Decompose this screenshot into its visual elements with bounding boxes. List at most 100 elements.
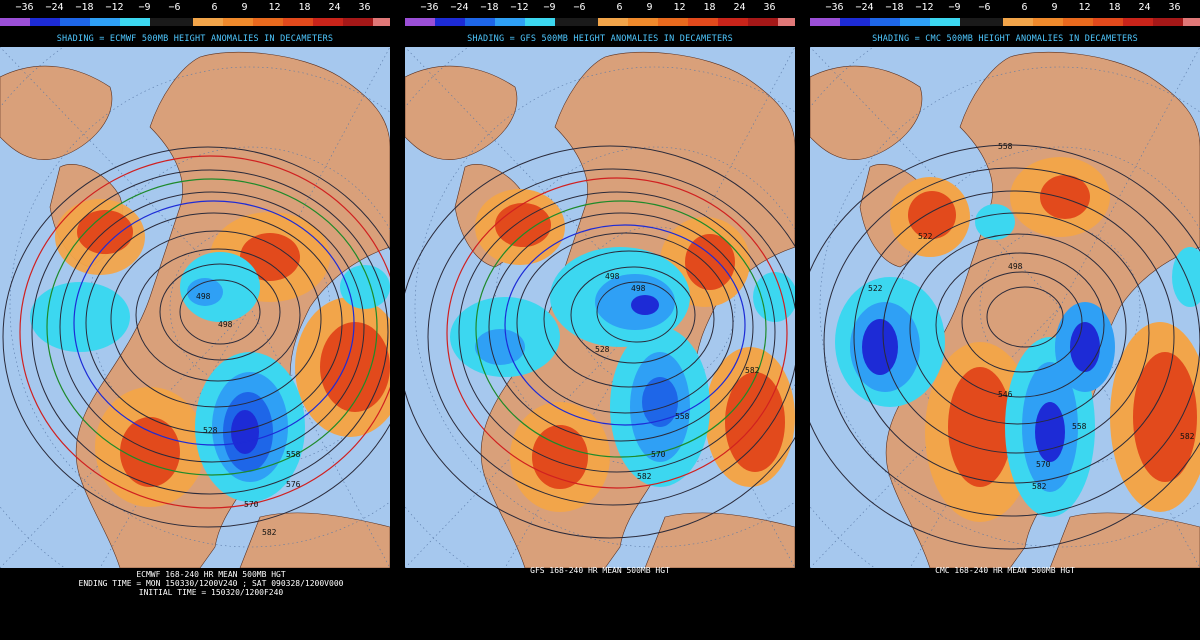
- contour-label: 528: [203, 426, 218, 435]
- contour-label: 582: [1032, 482, 1047, 491]
- legend-swatch: [960, 18, 1003, 26]
- legend-label: 24: [733, 2, 746, 13]
- legend-label: −36: [15, 2, 34, 13]
- legend-label: 12: [673, 2, 686, 13]
- legend-label: −9: [543, 2, 556, 13]
- map-ecmwf: 498 498 528 558 570 576 582: [0, 47, 390, 568]
- legend-swatch: [778, 18, 795, 26]
- legend-label: −18: [885, 2, 904, 13]
- legend-swatch: [1183, 18, 1200, 26]
- legend-label: 9: [646, 2, 653, 13]
- legend-label: 6: [1021, 2, 1028, 13]
- contour-label: 498: [1008, 262, 1023, 271]
- legend-label: 36: [358, 2, 371, 13]
- panel-ecmwf: −36 −24 −18 −12 −9 −6 6 9 12 18 24 36 SH…: [0, 0, 390, 640]
- legend-swatch: [1003, 18, 1036, 26]
- contour-label: 558: [998, 142, 1013, 151]
- map-cmc: 558 522 498 522 546 558 570 582 582: [810, 47, 1200, 568]
- legend-swatch: [343, 18, 376, 26]
- panel-cmc: −36 −24 −18 −12 −9 −6 6 9 12 18 24 36 SH…: [810, 0, 1200, 640]
- legend-swatch: [598, 18, 631, 26]
- legend-swatch: [1123, 18, 1156, 26]
- legend-label: −6: [573, 2, 586, 13]
- legend-label: −6: [978, 2, 991, 13]
- legend-label: 12: [268, 2, 281, 13]
- legend-swatch: [840, 18, 873, 26]
- legend-label: 36: [763, 2, 776, 13]
- map-gfs: 498 498 528 558 570 582 582: [405, 47, 795, 568]
- footer-line: GFS 168-240 HR MEAN 500MB HGT: [530, 566, 670, 575]
- anomaly-color-legend: −36 −24 −18 −12 −9 −6 6 9 12 18 24 36: [0, 0, 390, 28]
- legend-label: 18: [1108, 2, 1121, 13]
- map-footer: ECMWF 168-240 HR MEAN 500MB HGT ENDING T…: [36, 570, 386, 597]
- contour-label: 582: [637, 472, 652, 481]
- legend-label: −12: [510, 2, 529, 13]
- legend-label: 9: [1051, 2, 1058, 13]
- landmass: [0, 65, 113, 160]
- contour-label: 498: [631, 284, 646, 293]
- legend-swatch: [525, 18, 558, 26]
- footer-line: ECMWF 168-240 HR MEAN 500MB HGT: [136, 570, 286, 579]
- legend-swatch: [150, 18, 193, 26]
- footer-line: ENDING TIME = MON 150330/1200V240 ; SAT …: [78, 579, 344, 588]
- legend-swatch: [718, 18, 751, 26]
- legend-label: −36: [420, 2, 439, 13]
- legend-label: 18: [703, 2, 716, 13]
- legend-swatch: [555, 18, 598, 26]
- contour-label: 570: [651, 450, 666, 459]
- legend-swatch: [1033, 18, 1066, 26]
- legend-label: −24: [45, 2, 64, 13]
- anomaly-color-legend: −36 −24 −18 −12 −9 −6 6 9 12 18 24 36: [405, 0, 795, 28]
- contour-label: 546: [998, 390, 1013, 399]
- legend-label: −12: [105, 2, 124, 13]
- landmass: [810, 65, 923, 160]
- legend-swatch: [628, 18, 661, 26]
- legend-swatch: [405, 18, 438, 26]
- legend-label: 9: [241, 2, 248, 13]
- contour-label: 558: [675, 412, 690, 421]
- legend-swatch: [435, 18, 468, 26]
- legend-swatch: [1153, 18, 1186, 26]
- anomaly-color-legend: −36 −24 −18 −12 −9 −6 6 9 12 18 24 36: [810, 0, 1200, 28]
- legend-swatch: [253, 18, 286, 26]
- legend-swatch: [223, 18, 256, 26]
- panel-gfs: −36 −24 −18 −12 −9 −6 6 9 12 18 24 36 SH…: [405, 0, 795, 640]
- contour-label: 522: [918, 232, 933, 241]
- contour-label: 522: [868, 284, 883, 293]
- contour-label: 570: [1036, 460, 1051, 469]
- landmass: [405, 65, 518, 160]
- contour-label: 558: [286, 450, 301, 459]
- legend-label: 36: [1168, 2, 1181, 13]
- legend-swatch: [930, 18, 963, 26]
- map-footer: GFS 168-240 HR MEAN 500MB HGT: [405, 566, 795, 575]
- shading-title: SHADING = ECMWF 500MB HEIGHT ANOMALIES I…: [56, 34, 334, 44]
- contour-label: 576: [286, 480, 301, 489]
- landmass: [239, 512, 390, 568]
- legend-label: 6: [211, 2, 218, 13]
- legend-label: 24: [1138, 2, 1151, 13]
- legend-label: −24: [855, 2, 874, 13]
- legend-swatch: [465, 18, 498, 26]
- legend-swatch: [1093, 18, 1126, 26]
- contour-label: 528: [595, 345, 610, 354]
- footer-line: CMC 168-240 HR MEAN 500MB HGT: [935, 566, 1075, 575]
- legend-swatch: [688, 18, 721, 26]
- legend-label: 6: [616, 2, 623, 13]
- legend-label: −18: [75, 2, 94, 13]
- legend-swatch: [193, 18, 226, 26]
- legend-swatch: [810, 18, 843, 26]
- legend-label: −12: [915, 2, 934, 13]
- legend-label: 18: [298, 2, 311, 13]
- legend-label: 12: [1078, 2, 1091, 13]
- legend-swatch: [120, 18, 153, 26]
- landmass: [1049, 512, 1200, 568]
- contour-label: 558: [1072, 422, 1087, 431]
- contour-label: 582: [1180, 432, 1195, 441]
- legend-swatch: [30, 18, 63, 26]
- legend-swatch: [495, 18, 528, 26]
- legend-swatch: [870, 18, 903, 26]
- legend-swatch: [658, 18, 691, 26]
- legend-swatch: [60, 18, 93, 26]
- legend-swatch: [0, 18, 33, 26]
- legend-swatch: [373, 18, 390, 26]
